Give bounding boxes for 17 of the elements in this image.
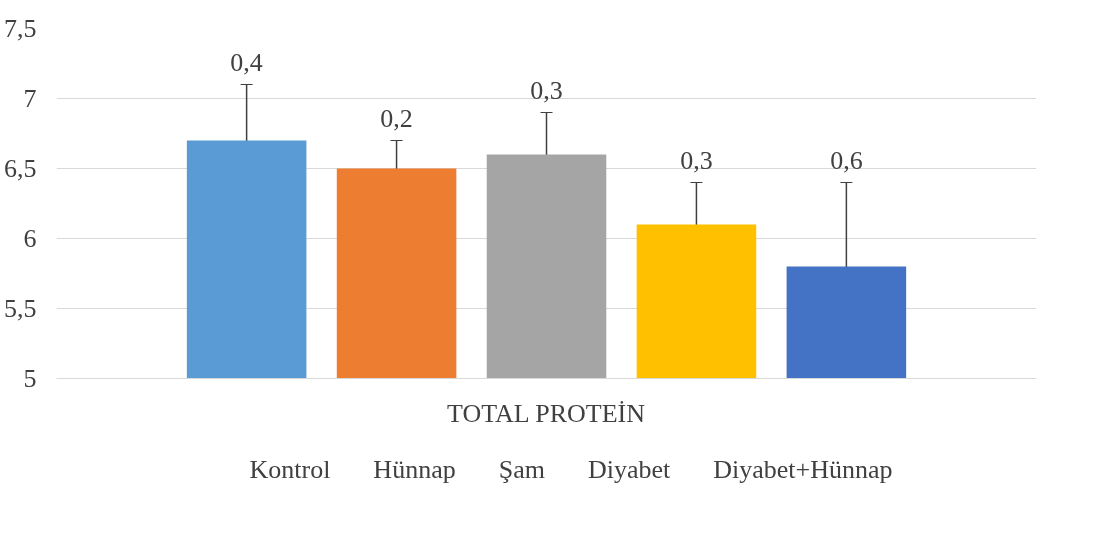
text: Hünnap [373, 455, 456, 485]
text: Diyabet+Hünnap [713, 455, 893, 485]
annotation: 0,3 [530, 75, 563, 105]
annotation: 0,3 [680, 145, 713, 175]
y-tick-label: 5,5 [4, 294, 37, 323]
annotation: 0,2 [380, 103, 413, 133]
y-tick-label: 6,5 [4, 154, 37, 183]
annotation: 0,6 [830, 145, 863, 175]
text: Şam [498, 455, 545, 485]
x-tick-label: TOTAL PROTEİN [447, 398, 646, 428]
y-tick-label: 6 [23, 224, 37, 253]
y-tick-label: 7 [23, 84, 37, 113]
annotation: 0,4 [230, 47, 263, 77]
text: Kontrol [249, 455, 331, 485]
y-tick-label: 7,5 [4, 14, 37, 43]
text: Diyabet [587, 455, 671, 485]
y-tick-label: 5 [23, 364, 37, 393]
